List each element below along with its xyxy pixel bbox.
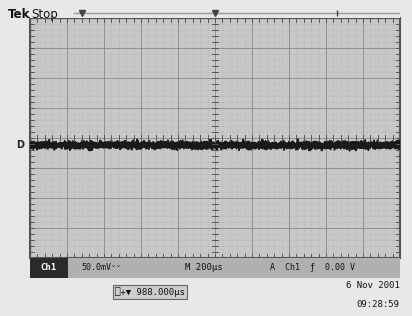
Text: 09:28:59: 09:28:59 [357,300,400,309]
Text: Tek: Tek [8,8,30,21]
Text: A  Ch1  ƒ  0.00 V: A Ch1 ƒ 0.00 V [271,264,356,272]
Text: 6 Nov 2001: 6 Nov 2001 [346,281,400,290]
Text: 50.0mVᵛᵛ: 50.0mVᵛᵛ [82,264,122,272]
Bar [30,258,67,278]
Text: D: D [16,140,24,150]
Text: ⎕+▼ 988.000µs: ⎕+▼ 988.000µs [115,287,185,297]
Text: Stop: Stop [31,8,58,21]
Text: Ch1: Ch1 [40,264,56,272]
Text: M 200µs: M 200µs [185,264,223,272]
